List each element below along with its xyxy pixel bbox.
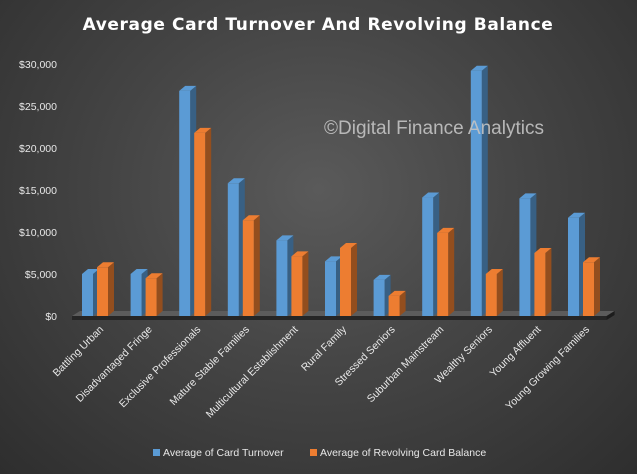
y-tick-label: $20,000: [19, 143, 57, 155]
bar-side: [481, 65, 488, 316]
bar-top: [97, 262, 114, 268]
bar-revolving-balance: [583, 262, 594, 316]
bar-top: [388, 290, 406, 296]
bar-top: [485, 269, 503, 274]
legend-label: Average of Card Turnover: [163, 447, 284, 459]
bar-top: [82, 269, 99, 274]
bar-revolving-balance: [534, 253, 546, 316]
y-tick-label: $5,000: [25, 269, 57, 281]
bar-top: [325, 256, 342, 262]
watermark-text: ©Digital Finance Analytics: [324, 118, 544, 139]
bar-revolving-balance: [291, 256, 303, 316]
chart-floor-side: [606, 311, 615, 320]
x-tick-label: Rural Family: [299, 323, 350, 374]
bar-top: [437, 227, 455, 233]
bar-side: [594, 257, 600, 316]
bar-top: [583, 257, 600, 263]
bar-card-turnover: [568, 217, 579, 316]
bar-card-turnover: [373, 279, 385, 316]
bar-card-turnover: [82, 274, 93, 316]
chart-title: Average Card Turnover And Revolving Bala…: [83, 15, 554, 35]
bar-card-turnover: [130, 274, 142, 316]
bar-card-turnover: [179, 90, 191, 316]
bar-top: [291, 251, 309, 257]
legend-swatch: [153, 449, 160, 456]
bar-revolving-balance: [437, 232, 449, 316]
bar-side: [448, 227, 455, 316]
bar-card-turnover: [325, 261, 336, 316]
bar-side: [302, 251, 309, 316]
x-tick-label: Young Growing Families: [503, 324, 592, 413]
bar-side: [156, 273, 163, 316]
legend-swatch: [310, 449, 317, 456]
bar-revolving-balance: [97, 267, 108, 316]
y-tick-label: $15,000: [19, 185, 57, 197]
bar-revolving-balance: [485, 274, 497, 316]
bar-side: [108, 262, 114, 316]
y-tick-label: $0: [45, 311, 57, 323]
y-tick-label: $25,000: [19, 101, 57, 113]
bar-card-turnover: [470, 70, 482, 316]
bar-side: [253, 215, 260, 316]
bar-card-turnover: [519, 198, 531, 316]
bar-top: [179, 85, 197, 91]
bar-card-turnover: [422, 197, 434, 316]
y-tick-label: $30,000: [19, 59, 57, 71]
y-tick-label: $10,000: [19, 227, 57, 239]
bar-revolving-balance: [388, 295, 400, 316]
bar-revolving-balance: [340, 247, 351, 316]
bar-top: [227, 178, 245, 184]
bar-side: [545, 248, 552, 316]
bar-top: [276, 235, 294, 241]
legend-label: Average of Revolving Card Balance: [320, 447, 486, 459]
bar-top: [340, 242, 357, 248]
bar-top: [534, 248, 552, 253]
x-tick-label: Exclusive Professionals: [117, 324, 203, 410]
bar-revolving-balance: [242, 220, 254, 316]
bar-top: [470, 65, 488, 71]
bar-side: [351, 242, 357, 316]
bar-revolving-balance: [194, 132, 206, 316]
bar-top: [373, 274, 391, 280]
bar-top: [145, 273, 163, 279]
bar-top: [194, 127, 212, 133]
bar-top: [130, 269, 148, 274]
chart-floor-front: [72, 316, 607, 320]
bar-card-turnover: [276, 240, 288, 316]
bar-top: [242, 215, 260, 221]
bar-side: [399, 290, 406, 316]
bar-top: [519, 193, 537, 199]
bar-side: [496, 269, 503, 316]
bar-side: [205, 127, 212, 316]
x-tick-label: Multicultural Establishment: [204, 324, 301, 421]
bar-top: [568, 212, 585, 218]
bar-revolving-balance: [145, 278, 157, 316]
bar-card-turnover: [227, 183, 239, 316]
x-tick-label: Mature Stable Families: [168, 324, 252, 408]
bar-top: [422, 192, 440, 198]
